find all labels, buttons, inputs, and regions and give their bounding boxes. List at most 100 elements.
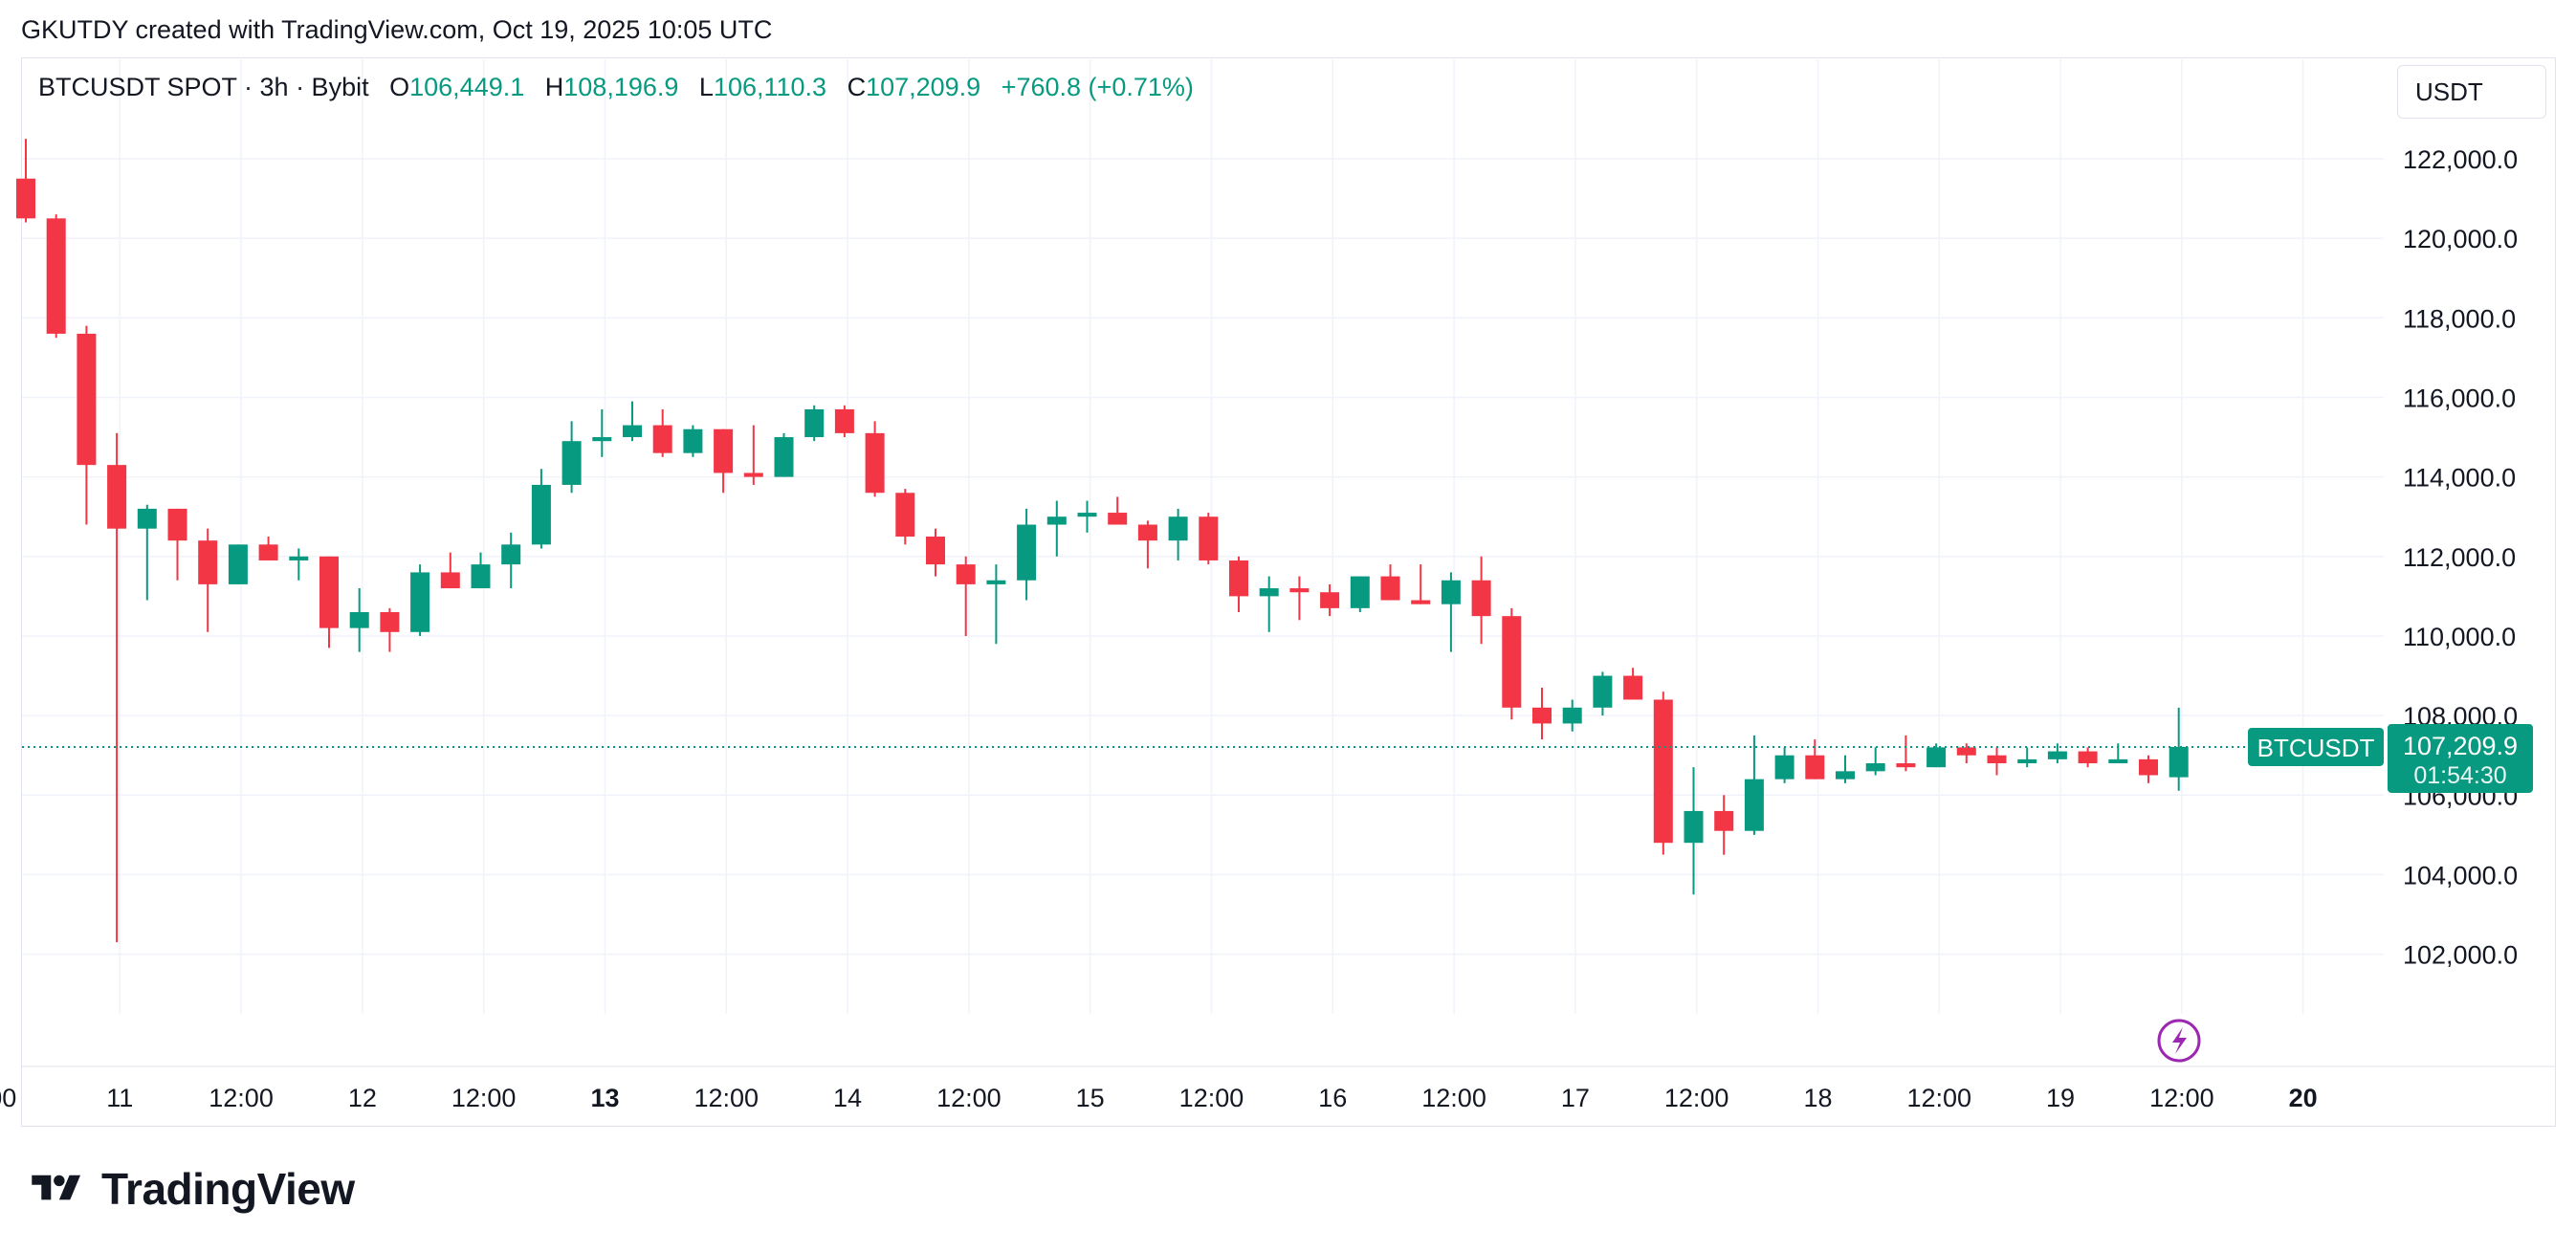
candle xyxy=(623,401,642,442)
time-tick-label: 14 xyxy=(833,1084,862,1112)
candle-body xyxy=(1926,747,1947,768)
chart-frame xyxy=(21,57,2556,1127)
candle-body xyxy=(714,428,734,473)
tradingview-wordmark: TradingView xyxy=(101,1164,355,1214)
candle xyxy=(1502,607,1522,720)
candle xyxy=(1714,795,1734,855)
candle xyxy=(167,508,187,581)
candle-body xyxy=(1289,588,1310,593)
candle xyxy=(1684,767,1704,895)
candle-body xyxy=(926,537,945,565)
close-value: 107,209.9 xyxy=(866,73,981,101)
price-tick-label: 118,000.0 xyxy=(2403,304,2516,333)
candle xyxy=(77,325,97,525)
candle-body xyxy=(1168,516,1188,541)
candle-body xyxy=(1017,524,1037,581)
candle-body xyxy=(1199,516,1219,560)
symbol-legend: BTCUSDT SPOT · 3h · Bybit O106,449.1 H10… xyxy=(38,73,1194,102)
time-tick-label: 16 xyxy=(1318,1084,1347,1112)
candle xyxy=(1199,513,1219,565)
candle-body xyxy=(471,564,491,589)
candle xyxy=(1532,688,1552,740)
candle-body xyxy=(895,493,915,537)
candle-body xyxy=(319,556,339,628)
price-axis[interactable]: 102,000.0104,000.0106,000.0108,000.0110,… xyxy=(2403,145,2518,970)
candle xyxy=(1956,743,1976,764)
candle-body xyxy=(1108,513,1128,525)
candle-body xyxy=(592,437,612,442)
candle-body xyxy=(198,540,218,584)
candle-body xyxy=(2108,758,2128,764)
candle xyxy=(1774,747,1794,783)
candle-body xyxy=(2169,746,2189,778)
candle-body xyxy=(1259,588,1279,597)
time-tick-label: 12:00 xyxy=(1664,1084,1729,1112)
time-tick-label: 12 xyxy=(348,1084,377,1112)
candle-body xyxy=(834,408,854,433)
currency-button[interactable]: USDT xyxy=(2397,65,2546,119)
candle xyxy=(895,489,915,545)
candle-body xyxy=(623,425,642,438)
price-tick-label: 120,000.0 xyxy=(2403,225,2518,253)
candle-body xyxy=(1684,810,1704,844)
candle xyxy=(1865,747,1885,776)
last-price-label xyxy=(2388,723,2533,793)
candle xyxy=(986,564,1006,645)
time-tick-label: 19 xyxy=(2046,1084,2075,1112)
price-tick-label: 102,000.0 xyxy=(2403,941,2518,970)
price-tick-label: 122,000.0 xyxy=(2403,145,2518,174)
time-tick-label: 12:00 xyxy=(1179,1084,1244,1112)
candle-body xyxy=(1077,513,1097,517)
candle xyxy=(1562,699,1582,732)
candle xyxy=(774,432,794,477)
candle-body xyxy=(956,564,976,584)
time-tick-label: 12:00 xyxy=(2149,1084,2214,1112)
candle xyxy=(1623,668,1643,700)
candle xyxy=(1168,508,1188,560)
candle xyxy=(2047,743,2067,764)
candle xyxy=(1471,556,1491,645)
candle-body xyxy=(1896,763,1916,768)
candle-body xyxy=(1532,707,1552,724)
candle-body xyxy=(1380,576,1400,601)
time-tick-label: :00 xyxy=(0,1084,16,1112)
candle xyxy=(1077,500,1097,533)
candle xyxy=(2169,707,2189,791)
candle-body xyxy=(1744,779,1764,831)
candle xyxy=(1744,735,1764,835)
candle-body xyxy=(1137,524,1157,541)
candle-body xyxy=(349,612,369,628)
candle-body xyxy=(1229,560,1248,597)
candle-body xyxy=(2078,751,2098,764)
candle xyxy=(592,408,612,457)
candle-body xyxy=(380,612,400,632)
candle xyxy=(1411,564,1431,604)
candle xyxy=(289,548,309,581)
candle-body xyxy=(1471,580,1491,617)
open-value: 106,449.1 xyxy=(409,73,525,101)
lightning-event-icon[interactable] xyxy=(2157,1019,2201,1063)
candle xyxy=(804,405,825,442)
tradingview-logo[interactable]: TradingView xyxy=(23,1163,355,1215)
candle-body xyxy=(107,465,127,529)
time-tick-label: 15 xyxy=(1076,1084,1105,1112)
candle xyxy=(1896,735,1916,772)
candle-body xyxy=(1774,755,1794,780)
candle-body xyxy=(137,508,157,529)
candle xyxy=(1320,583,1340,617)
candle-body xyxy=(865,432,885,494)
symbol-title[interactable]: BTCUSDT SPOT · 3h · Bybit xyxy=(38,73,369,101)
candle-body xyxy=(2017,758,2037,764)
candle xyxy=(16,139,35,223)
candle xyxy=(743,425,763,485)
candle xyxy=(1137,520,1157,569)
candle-body xyxy=(1320,592,1340,608)
change-value: +760.8 (+0.71%) xyxy=(1001,73,1194,101)
price-tick-label: 110,000.0 xyxy=(2403,623,2516,651)
candle-body xyxy=(1653,699,1673,844)
time-axis[interactable]: :00 11 12:00 12 12:00 13 12:00 14 12:00 15 12:00 16… xyxy=(0,1065,2555,1112)
candle xyxy=(1836,755,1855,783)
candle xyxy=(1350,576,1370,613)
candle-body xyxy=(1623,675,1643,700)
